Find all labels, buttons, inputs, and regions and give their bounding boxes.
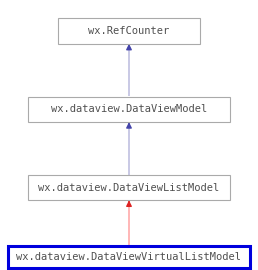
- Text: wx.dataview.DataViewVirtualListModel: wx.dataview.DataViewVirtualListModel: [17, 252, 241, 262]
- FancyBboxPatch shape: [8, 246, 250, 268]
- FancyBboxPatch shape: [58, 18, 200, 44]
- Text: wx.dataview.DataViewListModel: wx.dataview.DataViewListModel: [38, 183, 220, 193]
- FancyBboxPatch shape: [28, 175, 230, 200]
- Text: wx.RefCounter: wx.RefCounter: [88, 26, 170, 36]
- Text: wx.dataview.DataViewModel: wx.dataview.DataViewModel: [51, 104, 207, 114]
- FancyBboxPatch shape: [28, 97, 230, 122]
